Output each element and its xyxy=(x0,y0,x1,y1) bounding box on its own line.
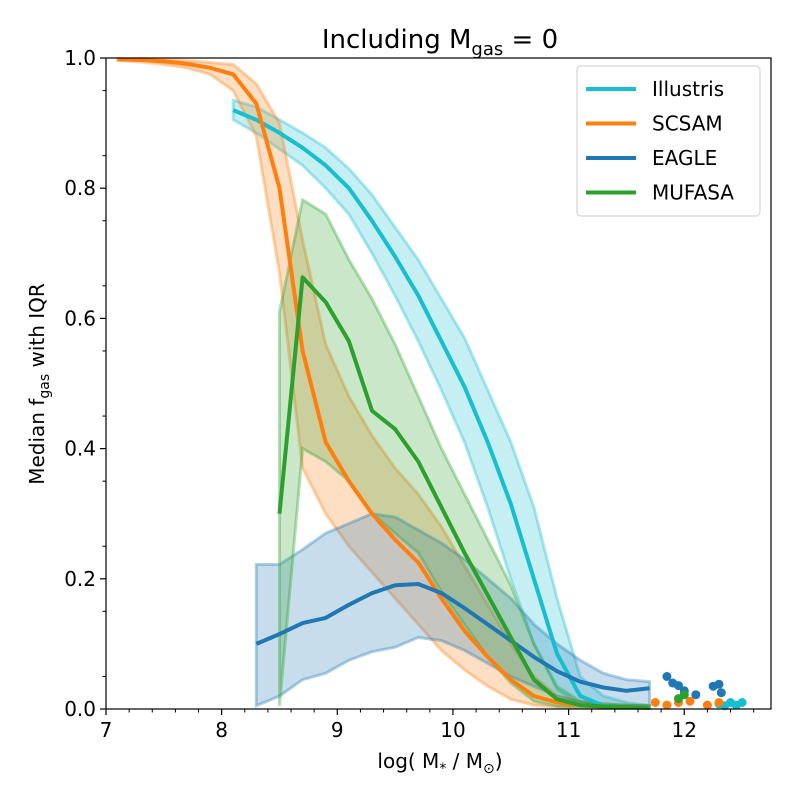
eagle-median-line xyxy=(255,582,650,693)
y-axis-label: Median fgas with IQR xyxy=(25,283,53,485)
illustris-point xyxy=(737,698,747,707)
x-tick-label: 12 xyxy=(672,718,697,742)
y-tick-label: 0.6 xyxy=(64,306,96,330)
x-tick-label: 9 xyxy=(331,718,344,742)
mufasa-median-line xyxy=(277,275,650,710)
scsam-point xyxy=(662,700,672,710)
illustris-iqr-band xyxy=(231,98,652,710)
y-tick-label: 0.8 xyxy=(64,176,96,200)
legend-box xyxy=(576,65,761,217)
iqr-bands xyxy=(116,57,652,710)
x-tick-label: 11 xyxy=(556,718,581,742)
y-tick-label: 0.2 xyxy=(64,567,96,591)
eagle-point xyxy=(662,672,672,681)
x-axis-label: log( M* / M⊙) xyxy=(377,749,502,777)
x-axis-ticks: 7 8 9 10 11 12 xyxy=(100,709,755,742)
scsam-point xyxy=(714,698,724,707)
x-tick-label: 10 xyxy=(440,718,465,742)
median-lines xyxy=(117,57,650,710)
plot-frame xyxy=(105,57,772,710)
legend-label-mufasa: MUFASA xyxy=(652,181,734,205)
scatter-points xyxy=(650,672,747,711)
x-tick-label: 7 xyxy=(100,718,113,742)
y-tick-label: 0.0 xyxy=(64,697,96,721)
chart-title: Including Mgas = 0 xyxy=(322,25,558,60)
y-axis-ticks: 0.0 0.2 0.4 0.6 0.8 1.0 xyxy=(64,46,106,721)
scsam-point xyxy=(702,700,712,710)
scsam-iqr-band xyxy=(116,57,652,710)
eagle-iqr-band xyxy=(254,512,652,708)
legend-label-eagle: EAGLE xyxy=(652,146,717,170)
x-tick-label: 8 xyxy=(215,718,228,742)
legend: Illustris SCSAM EAGLE MUFASA xyxy=(576,65,761,217)
eagle-point xyxy=(691,690,701,700)
y-tick-label: 1.0 xyxy=(64,46,96,70)
scsam-median-line xyxy=(117,57,650,710)
mufasa-iqr-band xyxy=(278,197,652,710)
scsam-point xyxy=(685,696,695,706)
eagle-point xyxy=(716,688,726,698)
legend-label-scsam: SCSAM xyxy=(652,112,723,136)
legend-label-illustris: Illustris xyxy=(652,77,724,101)
scsam-point xyxy=(650,698,660,707)
y-tick-label: 0.4 xyxy=(64,437,96,461)
illustris-median-line xyxy=(232,108,650,710)
mufasa-point xyxy=(679,690,689,700)
eagle-point xyxy=(674,681,683,691)
eagle-point xyxy=(714,679,724,689)
